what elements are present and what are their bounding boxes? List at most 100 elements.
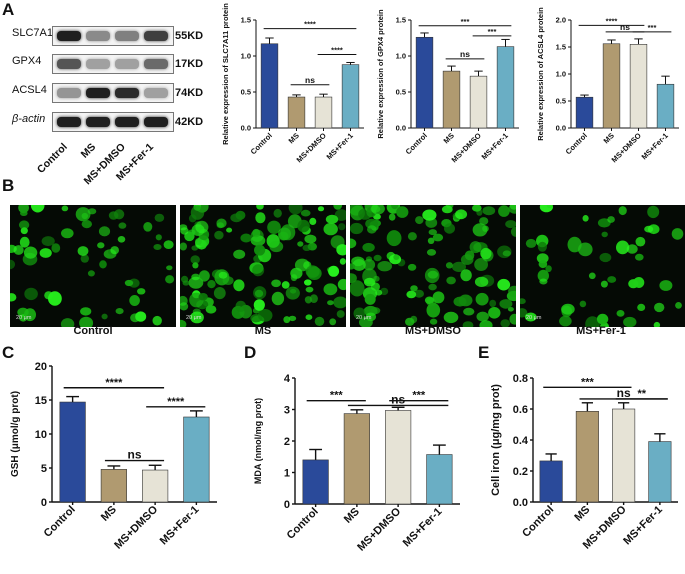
cell bbox=[359, 316, 373, 327]
chart-slc7a11: 0.0 0.5 1.0 1.5 Relative expression of SLC7A… bbox=[221, 3, 364, 164]
significance-label: **** bbox=[606, 16, 618, 25]
cell bbox=[180, 319, 187, 327]
y-axis-label: GSH (μmol/g prot) bbox=[10, 391, 21, 477]
y-tick-label: 0.0 bbox=[556, 124, 566, 133]
cell bbox=[329, 318, 337, 326]
cell bbox=[199, 270, 210, 282]
cell bbox=[336, 244, 346, 256]
cell bbox=[373, 275, 380, 282]
band bbox=[144, 31, 168, 41]
cell bbox=[460, 269, 472, 282]
significance-label: *** bbox=[330, 390, 344, 402]
scale-bar-label: 20 μm bbox=[526, 315, 542, 321]
cell bbox=[536, 253, 549, 264]
cell bbox=[474, 276, 489, 287]
cell bbox=[489, 299, 497, 308]
y-axis-label: MDA (nmol/mg prot) bbox=[253, 398, 263, 484]
cell bbox=[561, 303, 575, 315]
significance-label: *** bbox=[488, 27, 497, 36]
cell bbox=[44, 291, 53, 300]
bar bbox=[183, 416, 210, 503]
y-tick-label: 0 bbox=[284, 499, 290, 511]
cell bbox=[520, 298, 526, 305]
significance-label: ns bbox=[305, 75, 315, 85]
y-tick-label: 0.6 bbox=[513, 404, 528, 416]
cell bbox=[252, 228, 261, 238]
cell bbox=[386, 230, 402, 247]
cell bbox=[607, 276, 617, 283]
cell bbox=[391, 205, 399, 210]
cell bbox=[453, 296, 467, 307]
cell bbox=[153, 244, 162, 250]
bar bbox=[426, 454, 453, 505]
kd-label-slc7a11: 55KD bbox=[175, 30, 204, 42]
cell bbox=[205, 305, 217, 314]
cell bbox=[288, 205, 303, 215]
cell bbox=[578, 242, 593, 257]
y-tick-label: 0.5 bbox=[556, 97, 566, 106]
y-tick-label: 1.5 bbox=[396, 16, 406, 25]
bar bbox=[302, 459, 329, 505]
cell bbox=[30, 205, 45, 213]
band bbox=[57, 31, 81, 41]
cell bbox=[250, 314, 263, 323]
x-tick-label: MS+Fer-1 bbox=[640, 131, 670, 161]
y-tick-label: 2.0 bbox=[556, 16, 566, 25]
cell bbox=[188, 276, 204, 289]
cell bbox=[475, 292, 489, 306]
bar bbox=[343, 413, 370, 505]
cell bbox=[426, 249, 437, 256]
cell bbox=[253, 299, 265, 311]
band bbox=[86, 31, 110, 41]
cell bbox=[333, 205, 343, 210]
cell bbox=[432, 291, 445, 304]
band bbox=[57, 117, 81, 127]
blot-row-label-acsl4: ACSL4 bbox=[12, 84, 47, 96]
cell bbox=[469, 241, 482, 254]
cell bbox=[585, 316, 600, 327]
y-axis-label: Relative expression of SLC7A11 protein bbox=[221, 3, 230, 145]
x-tick-label: MS+DMSO bbox=[355, 505, 403, 553]
cell bbox=[283, 316, 291, 324]
bar bbox=[287, 96, 306, 129]
cell bbox=[235, 210, 246, 220]
x-tick-label: MS+Fer-1 bbox=[401, 506, 445, 550]
cell bbox=[508, 285, 516, 297]
significance-label: ns bbox=[127, 448, 141, 462]
cell bbox=[509, 205, 516, 210]
kd-label-beta-actin: 42KD bbox=[175, 116, 204, 128]
cell bbox=[350, 238, 357, 249]
y-tick-label: 10 bbox=[35, 429, 47, 441]
cell bbox=[653, 321, 661, 327]
significance-label: *** bbox=[461, 17, 470, 26]
y-tick-label: 20 bbox=[35, 361, 47, 373]
cell bbox=[338, 223, 346, 231]
cell bbox=[488, 307, 501, 319]
cell bbox=[285, 286, 300, 300]
cell bbox=[546, 205, 553, 208]
cell bbox=[426, 302, 441, 318]
bar bbox=[415, 36, 434, 129]
micrograph-label-control: Control bbox=[73, 325, 113, 337]
cell bbox=[61, 205, 69, 212]
cell bbox=[350, 280, 365, 297]
band bbox=[115, 59, 139, 69]
cell bbox=[464, 250, 475, 261]
cell bbox=[300, 209, 311, 217]
x-tick-label: MS+Fer-1 bbox=[480, 131, 510, 161]
y-tick-label: 1 bbox=[284, 467, 290, 479]
cell bbox=[233, 279, 245, 292]
cell bbox=[659, 280, 673, 291]
cell bbox=[327, 300, 334, 306]
cell bbox=[364, 277, 376, 287]
significance-label: ns bbox=[391, 392, 405, 406]
bar bbox=[656, 83, 675, 129]
panel-label-c: C bbox=[2, 343, 15, 362]
cell bbox=[499, 299, 513, 309]
significance-label: **** bbox=[331, 46, 343, 55]
cell bbox=[388, 213, 396, 221]
bar bbox=[469, 75, 488, 129]
cell bbox=[18, 205, 29, 214]
bar bbox=[612, 408, 636, 503]
cell bbox=[600, 280, 608, 288]
